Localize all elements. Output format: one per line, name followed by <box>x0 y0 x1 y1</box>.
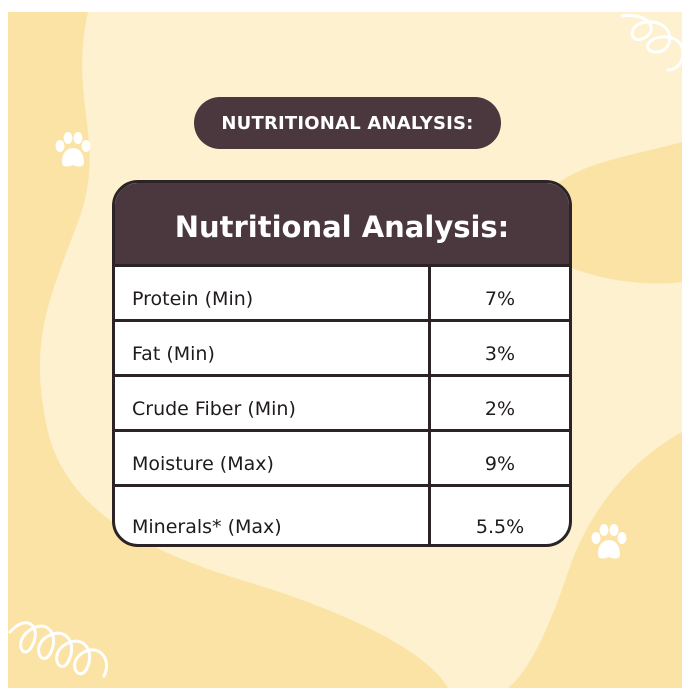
nutrient-name: Fat (Min) <box>115 322 431 374</box>
nutrient-value: 2% <box>484 398 516 420</box>
squiggle-bottom-left <box>8 621 108 678</box>
table-row: Minerals* (Max) 5.5% <box>115 487 569 544</box>
table-title: Nutritional Analysis: <box>174 209 510 244</box>
nutrient-name: Protein (Min) <box>115 267 431 319</box>
paw-icon <box>591 524 627 559</box>
table-row: Fat (Min) 3% <box>115 322 569 377</box>
nutrition-table: Nutritional Analysis: Protein (Min) 7% F… <box>112 180 572 547</box>
nutrient-value: 3% <box>484 343 516 365</box>
poster-canvas: NUTRITIONAL ANALYSIS: Nutritional Analys… <box>8 12 682 688</box>
table-row: Protein (Min) 7% <box>115 267 569 322</box>
section-title-banner: NUTRITIONAL ANALYSIS: <box>194 97 501 149</box>
table-row: Moisture (Max) 9% <box>115 432 569 487</box>
nutrient-value: 5.5% <box>475 516 525 538</box>
nutrient-name: Moisture (Max) <box>115 432 431 484</box>
background-decoration <box>8 12 682 688</box>
background-blob-bottom-right <box>508 432 682 688</box>
squiggle-top-right <box>620 13 682 72</box>
nutrient-name: Crude Fiber (Min) <box>115 377 431 429</box>
nutrient-value: 7% <box>484 288 516 310</box>
background-blob-left <box>8 12 448 688</box>
table-row: Crude Fiber (Min) 2% <box>115 377 569 432</box>
nutrient-value: 9% <box>484 453 516 475</box>
nutrient-name: Minerals* (Max) <box>115 487 431 544</box>
paw-icon <box>55 132 91 167</box>
section-title-text: NUTRITIONAL ANALYSIS: <box>221 112 474 134</box>
table-header: Nutritional Analysis: <box>115 183 569 267</box>
